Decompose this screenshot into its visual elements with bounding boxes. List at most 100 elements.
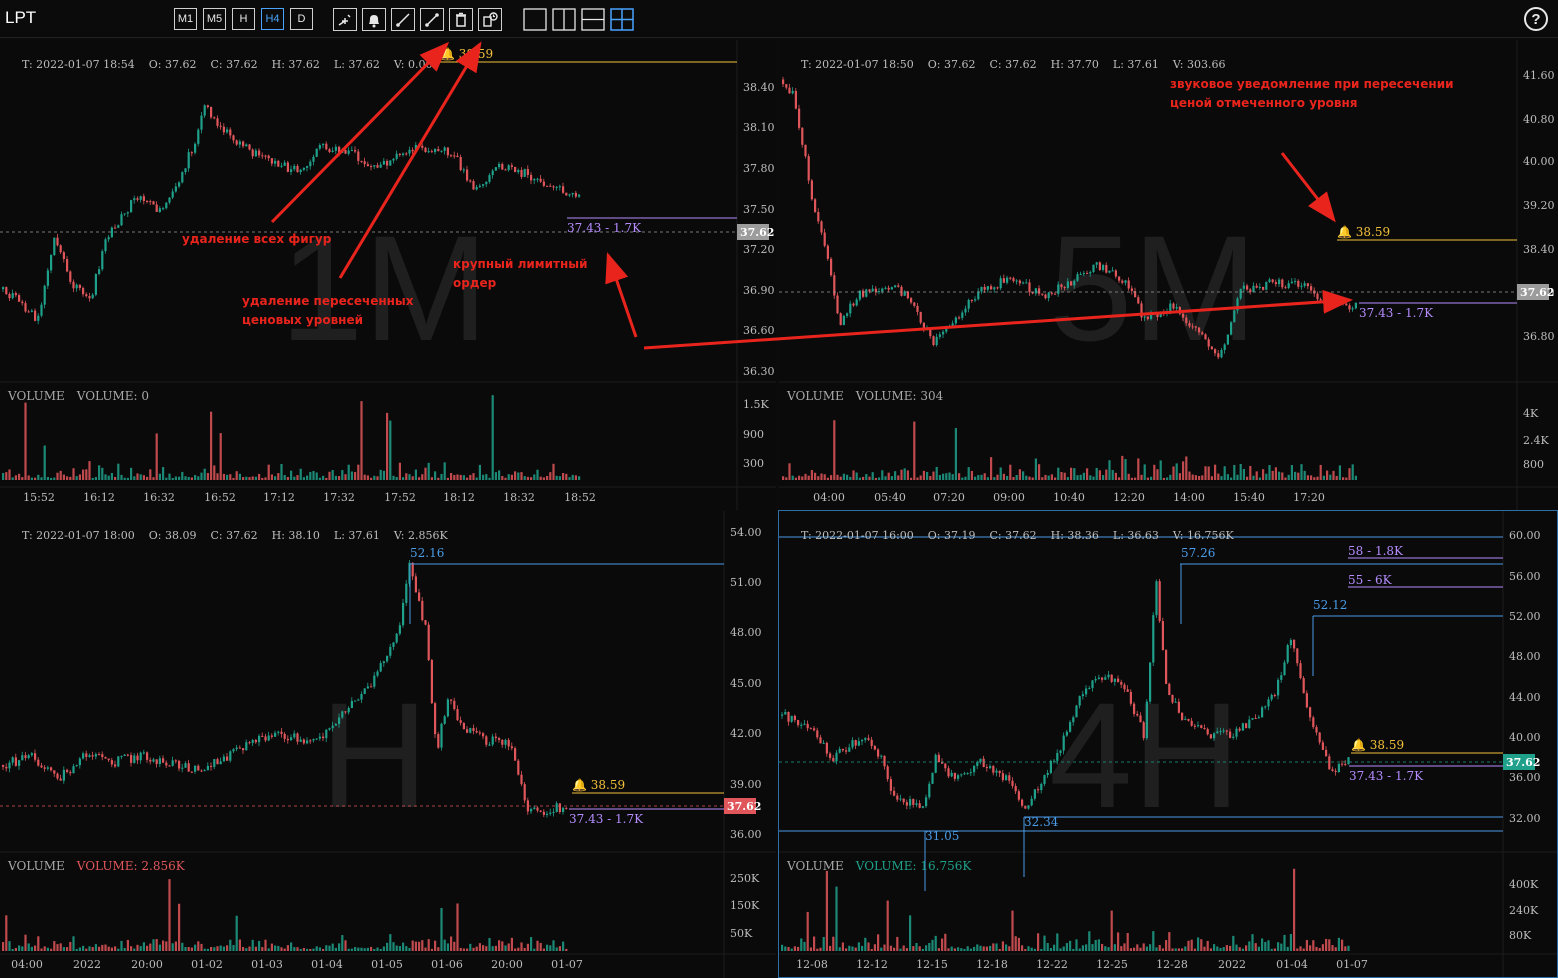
- time-tick-label: 17:52: [384, 491, 416, 504]
- last-price-label: 37.62: [1520, 286, 1554, 299]
- price-tick-label: 39.00: [730, 778, 762, 791]
- time-tick-label: 16:12: [83, 491, 115, 504]
- timeframe-m5-button[interactable]: M5: [203, 8, 226, 30]
- time-tick-label: 14:00: [1173, 491, 1205, 504]
- volume-tick-label: 300: [743, 457, 764, 470]
- chart-panel-1m[interactable]: 1M 38.40 38.10 37.80 37.50 37.20 36.90 36.60 36.…: [0, 40, 776, 510]
- big-order-label: 58 - 1.8K: [1348, 544, 1404, 558]
- price-tick-label: 51.00: [730, 576, 762, 589]
- price-tick-label: 56.00: [1509, 570, 1541, 583]
- limit-order-label: 37.43 - 1.7K: [1349, 769, 1424, 783]
- delete-all-button[interactable]: [449, 8, 473, 31]
- chart-canvas-5m[interactable]: 5M41.6040.8040.0039.2038.4037.6036.804K2…: [779, 40, 1558, 510]
- layout-single-icon[interactable]: [523, 8, 547, 31]
- volume-label: VOLUME VOLUME: 2.856K: [8, 859, 185, 873]
- chart-canvas-h[interactable]: H 54.00 51.00 48.00 45.00 42.00 39.00 36.00 250K…: [0, 511, 776, 978]
- price-tick-label: 36.00: [730, 828, 762, 841]
- time-tick-label: 01-02: [191, 958, 223, 971]
- chart-panel-4h[interactable]: 4H 60.00 56.00 52.00 48.00 44.00 40.00 36.00 32.…: [778, 510, 1558, 978]
- timeframe-d-button[interactable]: D: [290, 8, 313, 30]
- trend-line-tool-button[interactable]: [391, 8, 415, 31]
- delete-crossed-levels-button[interactable]: [478, 8, 502, 31]
- time-tick-label: 17:32: [323, 491, 355, 504]
- price-tick-label: 52.00: [1509, 610, 1541, 623]
- time-tick-label: 20:00: [491, 958, 523, 971]
- clear-crossed-levels-icon: [483, 11, 498, 27]
- time-tick-label: 12-08: [796, 958, 828, 971]
- time-tick-label: 18:12: [443, 491, 475, 504]
- volume-bars: [781, 868, 1350, 951]
- chart-panel-5m[interactable]: 5M41.6040.8040.0039.2038.4037.6036.804K2…: [779, 40, 1558, 510]
- last-price-badge: [1503, 754, 1535, 770]
- time-tick-label: 15:40: [1233, 491, 1265, 504]
- time-tick-label: 05:40: [874, 491, 906, 504]
- price-tick-label: 54.00: [730, 526, 762, 539]
- big-order-label: 55 - 6K: [1348, 573, 1393, 587]
- price-tick-label: 37.80: [743, 162, 775, 175]
- ray-line-tool-button[interactable]: [420, 8, 444, 31]
- time-tick-label: 15:52: [23, 491, 55, 504]
- timeframe-m1-button[interactable]: M1: [174, 8, 197, 30]
- annotation-delete-crossed-1: удаление пересеченных: [242, 294, 414, 308]
- last-price-badge: [724, 798, 756, 814]
- volume-tick-label: 4K: [1523, 407, 1539, 420]
- timeframe-watermark: 5M: [1049, 204, 1257, 372]
- price-tick-label: 37.20: [743, 243, 775, 256]
- price-tick-label: 32.00: [1509, 812, 1541, 825]
- last-price-label: 37.62: [1506, 756, 1540, 769]
- price-level-label: 52.16: [410, 546, 444, 560]
- timeframe-watermark: H: [320, 671, 428, 839]
- time-tick-label: 01-06: [431, 958, 463, 971]
- time-tick-label: 18:32: [503, 491, 535, 504]
- layout-grid-4-icon[interactable]: [610, 8, 634, 31]
- help-button[interactable]: ?: [1524, 7, 1548, 31]
- limit-order-label: 37.43 - 1.7K: [1359, 306, 1434, 320]
- price-tick-label: 48.00: [1509, 650, 1541, 663]
- time-tick-label: 07:20: [933, 491, 965, 504]
- layout-vertical-split-icon[interactable]: [552, 8, 576, 31]
- volume-tick-label: 2.4K: [1523, 434, 1549, 447]
- price-level-label: 57.26: [1181, 546, 1215, 560]
- time-tick-label: 17:20: [1293, 491, 1325, 504]
- timeframe-h4-button[interactable]: H4: [261, 8, 284, 30]
- annotation-limit-order-1: крупный лимитный: [453, 257, 588, 271]
- time-tick-label: 01-07: [551, 958, 583, 971]
- time-tick-label: 01-05: [371, 958, 403, 971]
- price-tick-label: 44.00: [1509, 691, 1541, 704]
- timeframe-h-button[interactable]: H: [232, 8, 255, 30]
- volume-bars: [782, 420, 1357, 480]
- price-level-label: 31.05: [925, 829, 959, 843]
- time-tick-label: 12:20: [1113, 491, 1145, 504]
- annotation-delete-crossed-2: ценовых уровней: [242, 313, 364, 327]
- price-tick-label: 36.60: [743, 324, 775, 337]
- crosshair-tool-button[interactable]: [333, 8, 357, 31]
- time-tick-label: 16:32: [143, 491, 175, 504]
- volume-tick-label: 80K: [1509, 929, 1532, 942]
- volume-tick-label: 1.5K: [743, 398, 769, 411]
- time-tick-label: 2022: [73, 958, 101, 971]
- volume-bars: [2, 879, 568, 951]
- chart-panel-h[interactable]: H 54.00 51.00 48.00 45.00 42.00 39.00 36.00 250K…: [0, 511, 776, 978]
- limit-order-label: 37.43 - 1.7K: [569, 812, 644, 826]
- ohlc-readout: T: 2022-01-07 18:00 O: 38.09 C: 37.62 H: 38…: [22, 529, 448, 542]
- time-tick-label: 10:40: [1053, 491, 1085, 504]
- layout-horizontal-split-icon[interactable]: [581, 8, 605, 31]
- price-tick-label: 40.00: [1523, 155, 1555, 168]
- chart-canvas-4h[interactable]: 4H 60.00 56.00 52.00 48.00 44.00 40.00 36.00 32.…: [779, 511, 1557, 977]
- annotation-sound-1: звуковое уведомление при пересечении: [1170, 77, 1454, 91]
- ohlc-readout: T: 2022-01-07 18:50 O: 37.62 C: 37.62 H: 37…: [801, 58, 1226, 71]
- alarm-tool-button[interactable]: [362, 8, 386, 31]
- volume-tick-label: 250K: [730, 872, 760, 885]
- time-tick-label: 17:12: [263, 491, 295, 504]
- volume-tick-label: 50K: [730, 927, 753, 940]
- timeframe-watermark: 4H: [1049, 671, 1241, 839]
- volume-bars: [2, 395, 581, 480]
- price-tick-label: 40.80: [1523, 113, 1555, 126]
- price-tick-label: 36.90: [743, 284, 775, 297]
- last-price-badge: [737, 224, 769, 240]
- alarm-level-label: 🔔 38.59: [1337, 225, 1390, 239]
- time-tick-label: 12-22: [1036, 958, 1068, 971]
- candles: [2, 560, 568, 818]
- candles: [781, 578, 1350, 810]
- chart-canvas-1m[interactable]: 1M38.4038.1037.8037.5037.2036.9036.6036.…: [0, 40, 776, 510]
